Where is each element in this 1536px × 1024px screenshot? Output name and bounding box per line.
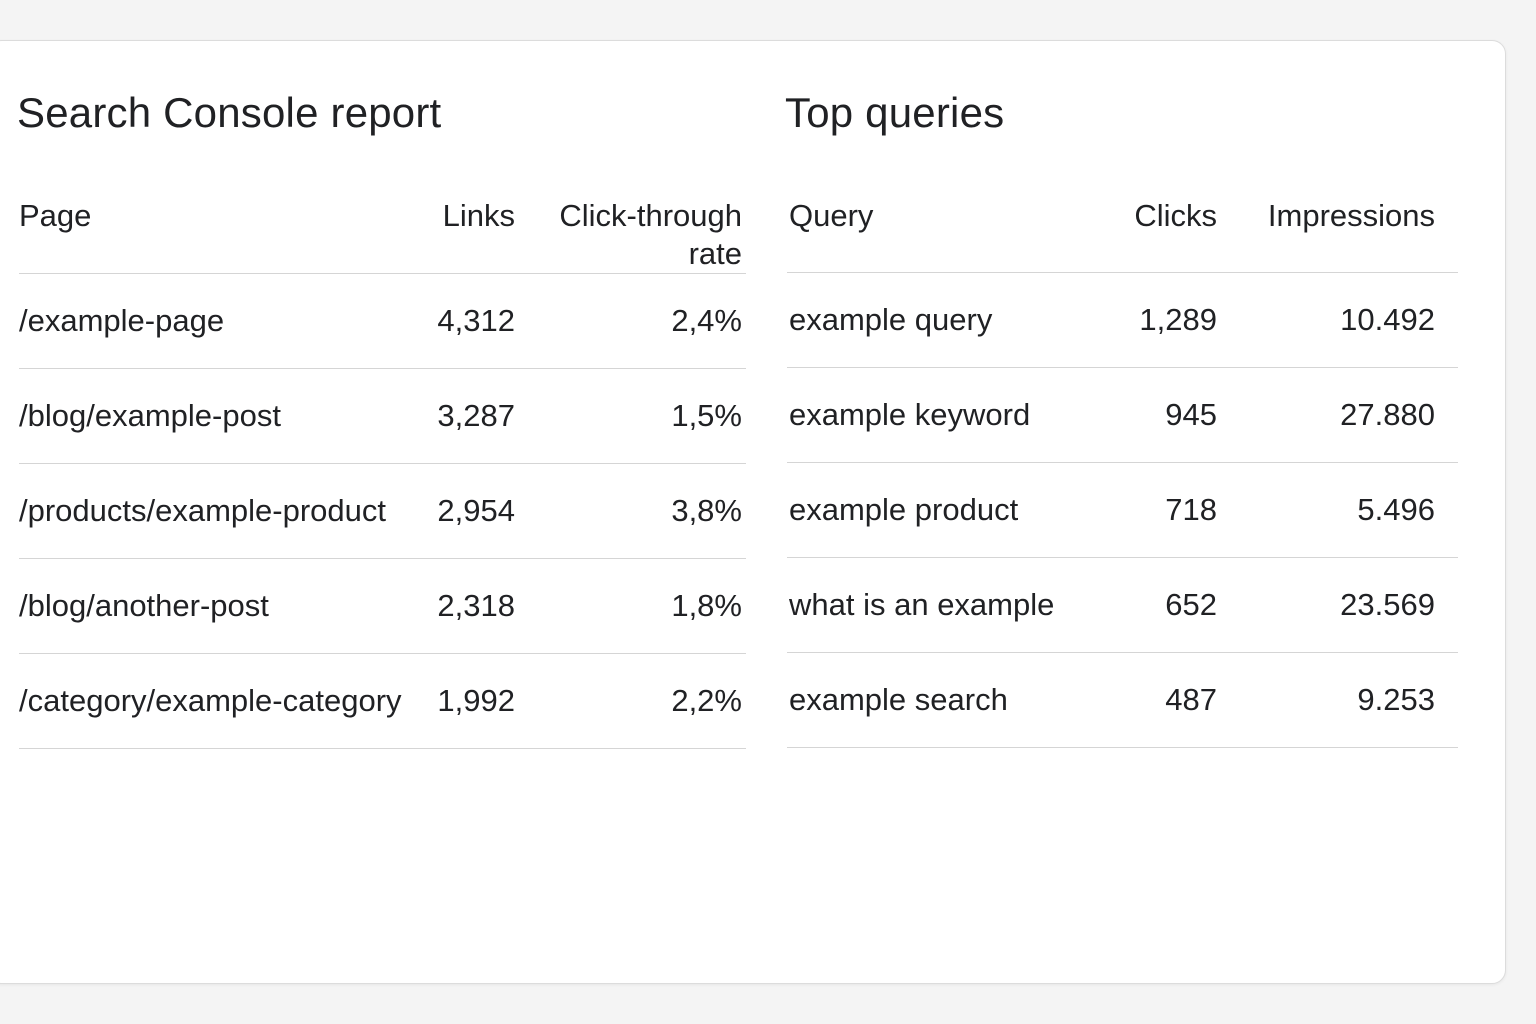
ctr-cell: 2,4% <box>515 273 746 369</box>
links-cell: 2,954 <box>437 463 515 559</box>
table-row[interactable]: example keyword 945 27.880 <box>787 367 1458 463</box>
table-row[interactable]: /products/example-product 2,954 3,8% <box>19 463 746 559</box>
links-cell: 1,992 <box>437 653 515 749</box>
links-cell: 2,318 <box>437 558 515 654</box>
page-cell[interactable]: /products/example-product <box>19 463 437 559</box>
query-cell[interactable]: what is an example <box>787 557 1117 653</box>
table-row[interactable]: example query 1,289 10.492 <box>787 272 1458 368</box>
row-spacer <box>1435 652 1458 748</box>
table-row[interactable]: /blog/another-post 2,318 1,8% <box>19 558 746 654</box>
impressions-cell: 23.569 <box>1217 557 1435 653</box>
clicks-cell: 1,289 <box>1117 272 1217 368</box>
page-cell[interactable]: /category/example-category <box>19 653 437 749</box>
query-cell[interactable]: example search <box>787 652 1117 748</box>
ctr-cell: 2,2% <box>515 653 746 749</box>
row-spacer <box>1435 462 1458 558</box>
pages-table-header: Page Links Click-through rate <box>19 191 746 274</box>
page-cell[interactable]: /blog/another-post <box>19 558 437 654</box>
impressions-cell: 5.496 <box>1217 462 1435 558</box>
impressions-cell: 10.492 <box>1217 272 1435 368</box>
table-row[interactable]: /category/example-category 1,992 2,2% <box>19 653 746 749</box>
clicks-cell: 718 <box>1117 462 1217 558</box>
queries-table-header: Query Clicks Impressions <box>787 191 1458 273</box>
column-header-links[interactable]: Links <box>437 191 515 274</box>
page-cell[interactable]: /blog/example-post <box>19 368 437 464</box>
links-cell: 3,287 <box>437 368 515 464</box>
pages-panel-title: Search Console report <box>17 89 442 136</box>
row-spacer <box>1435 367 1458 463</box>
queries-panel-title: Top queries <box>785 89 1005 136</box>
pages-table: Page Links Click-through rate /example-p… <box>19 191 746 749</box>
impressions-cell: 27.880 <box>1217 367 1435 463</box>
clicks-cell: 945 <box>1117 367 1217 463</box>
header-spacer <box>1435 191 1458 273</box>
column-header-impressions[interactable]: Impressions <box>1217 191 1435 273</box>
report-card: Search Console report Page Links Click-t… <box>0 40 1506 984</box>
table-row[interactable]: what is an example 652 23.569 <box>787 557 1458 653</box>
table-row[interactable]: example product 718 5.496 <box>787 462 1458 558</box>
ctr-cell: 1,8% <box>515 558 746 654</box>
column-header-query[interactable]: Query <box>787 191 1117 273</box>
ctr-cell: 3,8% <box>515 463 746 559</box>
column-header-ctr[interactable]: Click-through rate <box>515 191 746 274</box>
query-cell[interactable]: example product <box>787 462 1117 558</box>
ctr-cell: 1,5% <box>515 368 746 464</box>
column-header-clicks[interactable]: Clicks <box>1117 191 1217 273</box>
impressions-cell: 9.253 <box>1217 652 1435 748</box>
links-cell: 4,312 <box>437 273 515 369</box>
row-spacer <box>1435 272 1458 368</box>
table-row[interactable]: /example-page 4,312 2,4% <box>19 273 746 369</box>
table-row[interactable]: /blog/example-post 3,287 1,5% <box>19 368 746 464</box>
table-row[interactable]: example search 487 9.253 <box>787 652 1458 748</box>
column-header-page[interactable]: Page <box>19 191 437 274</box>
clicks-cell: 487 <box>1117 652 1217 748</box>
row-spacer <box>1435 557 1458 653</box>
queries-table: Query Clicks Impressions example query 1… <box>787 191 1458 748</box>
clicks-cell: 652 <box>1117 557 1217 653</box>
page-cell[interactable]: /example-page <box>19 273 437 369</box>
query-cell[interactable]: example keyword <box>787 367 1117 463</box>
query-cell[interactable]: example query <box>787 272 1117 368</box>
